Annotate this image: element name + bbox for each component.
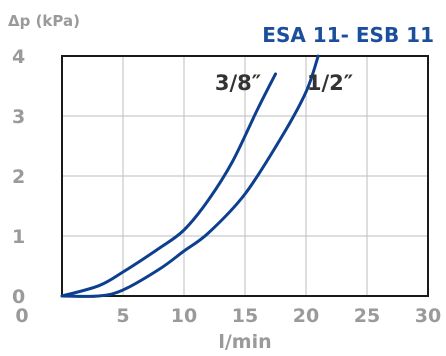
y-tick-label: 3	[12, 106, 25, 128]
x-tick-label: 30	[415, 305, 441, 327]
plot-border	[61, 55, 429, 297]
x-tick-label: 0	[15, 305, 28, 327]
x-axis-label: l/min	[218, 331, 271, 353]
y-tick-label: 2	[12, 166, 25, 188]
series-line-1	[60, 72, 277, 298]
chart-title: ESA 11- ESB 11	[262, 23, 434, 47]
x-tick-label: 5	[116, 305, 129, 327]
series-label-2: 1/2″	[307, 71, 353, 95]
y-axis-label: Δp (kPa)	[8, 12, 80, 30]
series-labels: 3/8″ 1/2″	[215, 71, 353, 95]
y-tick-label: 0	[12, 286, 25, 308]
y-tick-labels: 0 1 2 3 4	[12, 46, 25, 308]
grid	[62, 56, 428, 296]
x-tick-label: 10	[171, 305, 197, 327]
x-tick-label: 20	[293, 305, 319, 327]
x-tick-label: 15	[232, 305, 258, 327]
curves	[60, 54, 320, 298]
x-tick-label: 25	[354, 305, 380, 327]
plot-frame	[61, 55, 429, 297]
series-line-2	[60, 54, 320, 298]
x-tick-labels: 0 5 10 15 20 25 30	[15, 305, 441, 327]
series-label-1: 3/8″	[215, 71, 261, 95]
y-tick-label: 1	[12, 226, 25, 248]
y-tick-label: 4	[12, 46, 25, 68]
